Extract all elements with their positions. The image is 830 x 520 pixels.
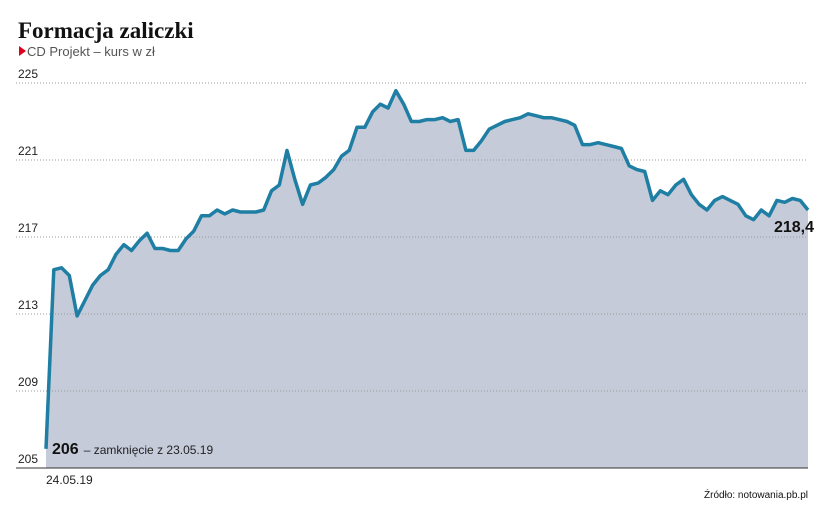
y-tick-label: 221 bbox=[18, 144, 38, 158]
y-tick-label: 225 bbox=[18, 67, 38, 81]
subtitle: CD Projekt – kurs w zł bbox=[27, 44, 155, 59]
chart-title: Formacja zaliczki bbox=[18, 18, 194, 43]
y-tick-label: 213 bbox=[18, 298, 38, 312]
annotation: – zamknięcie z 23.05.19 bbox=[84, 443, 214, 457]
line bbox=[44, 88, 810, 449]
y-tick-label: 205 bbox=[18, 452, 38, 466]
value-label: 206 bbox=[52, 441, 79, 458]
source: Źródło: notowania.pb.pl bbox=[704, 488, 808, 501]
area bbox=[46, 90, 808, 468]
subtitle-marker bbox=[19, 46, 26, 56]
y-tick-label: 217 bbox=[18, 221, 38, 235]
y-tick-label: 209 bbox=[18, 375, 38, 389]
value-label: 218,4 bbox=[774, 219, 814, 236]
x-tick-label: 24.05.19 bbox=[46, 473, 93, 487]
